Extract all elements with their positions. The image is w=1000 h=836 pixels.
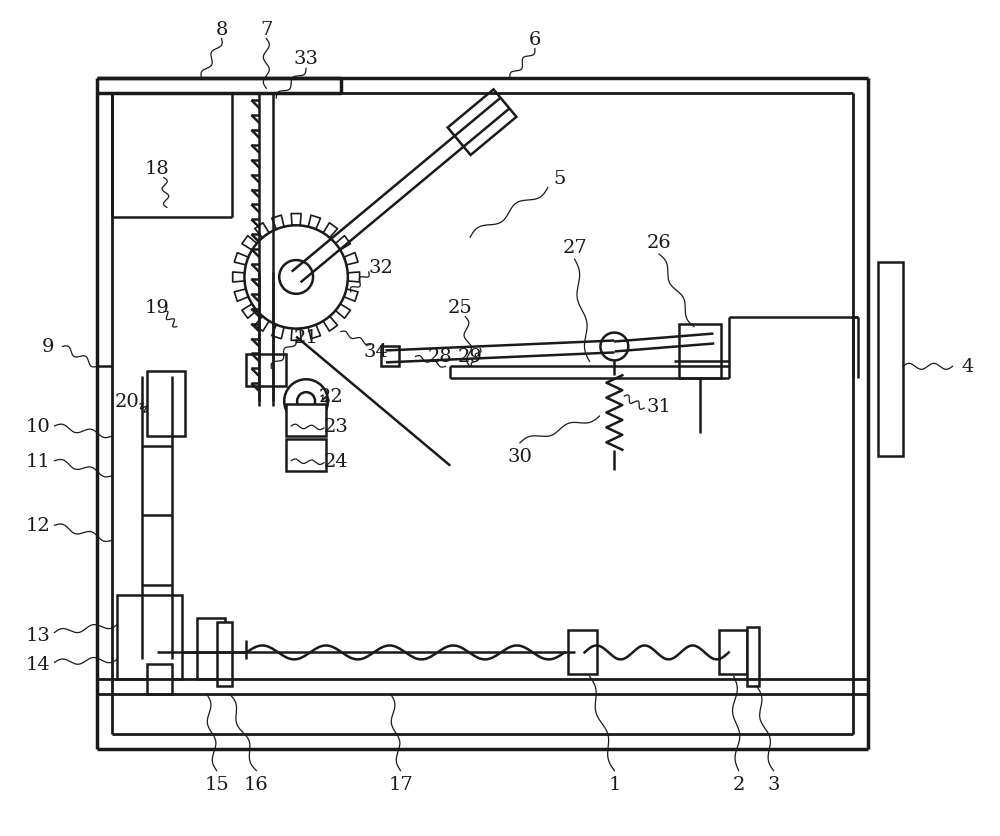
- Bar: [147, 372, 185, 436]
- Text: 27: 27: [562, 239, 587, 257]
- Text: 4: 4: [961, 358, 974, 376]
- Text: 16: 16: [244, 775, 269, 793]
- Bar: [568, 630, 597, 675]
- Text: 14: 14: [25, 655, 50, 674]
- Text: 25: 25: [448, 298, 473, 316]
- Text: 2: 2: [732, 775, 745, 793]
- Bar: [246, 355, 286, 387]
- Text: 17: 17: [388, 775, 413, 793]
- Text: 26: 26: [647, 234, 671, 252]
- Text: 5: 5: [553, 170, 566, 187]
- Text: 6: 6: [529, 30, 541, 48]
- Bar: [679, 324, 721, 379]
- Text: 23: 23: [323, 417, 348, 436]
- Bar: [878, 263, 903, 456]
- Text: 12: 12: [25, 517, 50, 535]
- Bar: [286, 405, 326, 436]
- Text: 29: 29: [458, 348, 483, 366]
- Bar: [719, 630, 747, 675]
- Text: 11: 11: [25, 452, 50, 470]
- Bar: [117, 595, 182, 680]
- Text: 20: 20: [115, 393, 139, 410]
- Text: 24: 24: [324, 452, 348, 470]
- Text: 21: 21: [294, 329, 318, 346]
- Text: 3: 3: [767, 775, 780, 793]
- Text: 9: 9: [41, 338, 54, 356]
- Bar: [747, 627, 759, 686]
- Text: 8: 8: [215, 21, 228, 38]
- Text: 28: 28: [428, 348, 453, 366]
- Text: 22: 22: [319, 388, 343, 405]
- Text: 10: 10: [25, 417, 50, 436]
- Bar: [147, 665, 172, 695]
- Text: 32: 32: [368, 258, 393, 277]
- Text: 18: 18: [145, 160, 169, 177]
- Text: 7: 7: [260, 21, 272, 38]
- Text: 13: 13: [25, 626, 50, 644]
- Bar: [197, 618, 225, 680]
- Bar: [286, 440, 326, 471]
- Text: 30: 30: [507, 447, 532, 465]
- Bar: [217, 622, 232, 686]
- Text: 15: 15: [204, 775, 229, 793]
- Text: 33: 33: [294, 50, 319, 69]
- Text: 19: 19: [144, 298, 169, 316]
- Text: 1: 1: [608, 775, 621, 793]
- Text: 31: 31: [647, 398, 672, 415]
- Bar: [381, 347, 399, 367]
- Text: 34: 34: [363, 343, 388, 361]
